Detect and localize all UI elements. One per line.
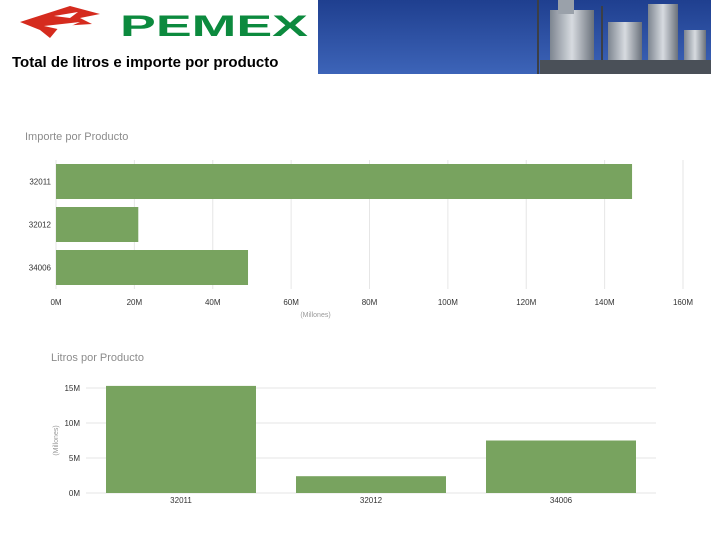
x-tick-label: 100M bbox=[438, 298, 458, 307]
bar-34006 bbox=[56, 250, 249, 285]
x-tick-label: 34006 bbox=[550, 496, 573, 505]
x-tick-label: 40M bbox=[205, 298, 221, 307]
x-tick-label: 32012 bbox=[360, 496, 383, 505]
chart-title-litros: Litros por Producto bbox=[51, 352, 144, 364]
bar-32011 bbox=[56, 164, 633, 199]
report-title: Total de litros e importe por producto bbox=[12, 54, 279, 71]
x-tick-label: 32011 bbox=[170, 496, 192, 505]
pemex-logo: PEMEX bbox=[0, 0, 314, 46]
y-tick-label: 15M bbox=[64, 384, 80, 393]
x-tick-label: 160M bbox=[673, 298, 693, 307]
x-axis-label: (Millones) bbox=[300, 312, 330, 319]
x-tick-label: 140M bbox=[595, 298, 615, 307]
y-axis-label: (Millones) bbox=[53, 425, 60, 455]
x-tick-label: 20M bbox=[127, 298, 143, 307]
eagle-icon bbox=[20, 6, 100, 38]
x-tick-label: 60M bbox=[283, 298, 299, 307]
x-tick-label: 0M bbox=[50, 298, 61, 307]
bar-32012 bbox=[56, 207, 139, 242]
y-tick-label: 32011 bbox=[29, 178, 51, 187]
bar-32012 bbox=[296, 476, 446, 493]
chart-title-importe: Importe por Producto bbox=[25, 131, 129, 143]
y-tick-label: 32012 bbox=[29, 221, 52, 230]
importe-bar-chart: 0M 20M 40M 60M 80M 100M 120M 140M 160M 32011 32012… bbox=[29, 160, 693, 319]
litros-bar-chart: 0M 5M 10M 15M 32011 32012 34006 (Millones) bbox=[53, 384, 656, 505]
y-tick-label: 5M bbox=[69, 454, 80, 463]
brand-wordmark: PEMEX bbox=[120, 10, 308, 43]
y-tick-label: 10M bbox=[64, 419, 80, 428]
bar-32011 bbox=[106, 385, 256, 493]
bar-34006 bbox=[486, 440, 636, 493]
x-tick-label: 80M bbox=[362, 298, 378, 307]
refinery-banner-image bbox=[318, 0, 711, 74]
y-tick-label: 0M bbox=[69, 489, 80, 498]
x-tick-label: 120M bbox=[516, 298, 536, 307]
y-tick-label: 34006 bbox=[29, 264, 52, 273]
